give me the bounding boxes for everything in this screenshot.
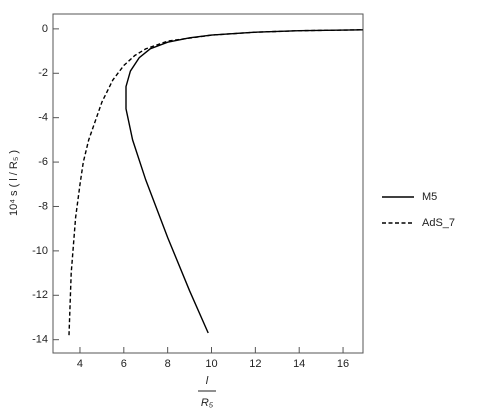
- legend-label: M5: [422, 191, 437, 203]
- plot-frame: [52, 13, 364, 354]
- x-tick-label: 4: [77, 358, 83, 370]
- x-tick-label: 12: [249, 358, 261, 370]
- x-label-denominator: R₅: [201, 397, 214, 409]
- legend-label: AdS_7: [422, 217, 455, 229]
- y-tick-label: -14: [32, 334, 48, 346]
- y-tick-label: -6: [38, 156, 48, 168]
- x-tick-label: 16: [337, 358, 349, 370]
- y-tick-label: -4: [38, 112, 48, 124]
- x-label-numerator: l: [206, 375, 209, 387]
- x-tick-label: 14: [293, 358, 305, 370]
- series-line: [68, 29, 363, 336]
- series-line: [125, 29, 363, 334]
- y-tick-label: 0: [42, 23, 48, 35]
- y-tick-label: -2: [38, 67, 48, 79]
- x-tick-label: 8: [165, 358, 171, 370]
- y-tick-label: -8: [38, 200, 48, 212]
- x-tick-label: 6: [121, 358, 127, 370]
- y-label: 10⁴ s ( l / R₅ ): [8, 150, 20, 216]
- x-tick-label: 10: [205, 358, 217, 370]
- y-tick-label: -10: [32, 245, 48, 257]
- y-tick-label: -12: [32, 289, 48, 301]
